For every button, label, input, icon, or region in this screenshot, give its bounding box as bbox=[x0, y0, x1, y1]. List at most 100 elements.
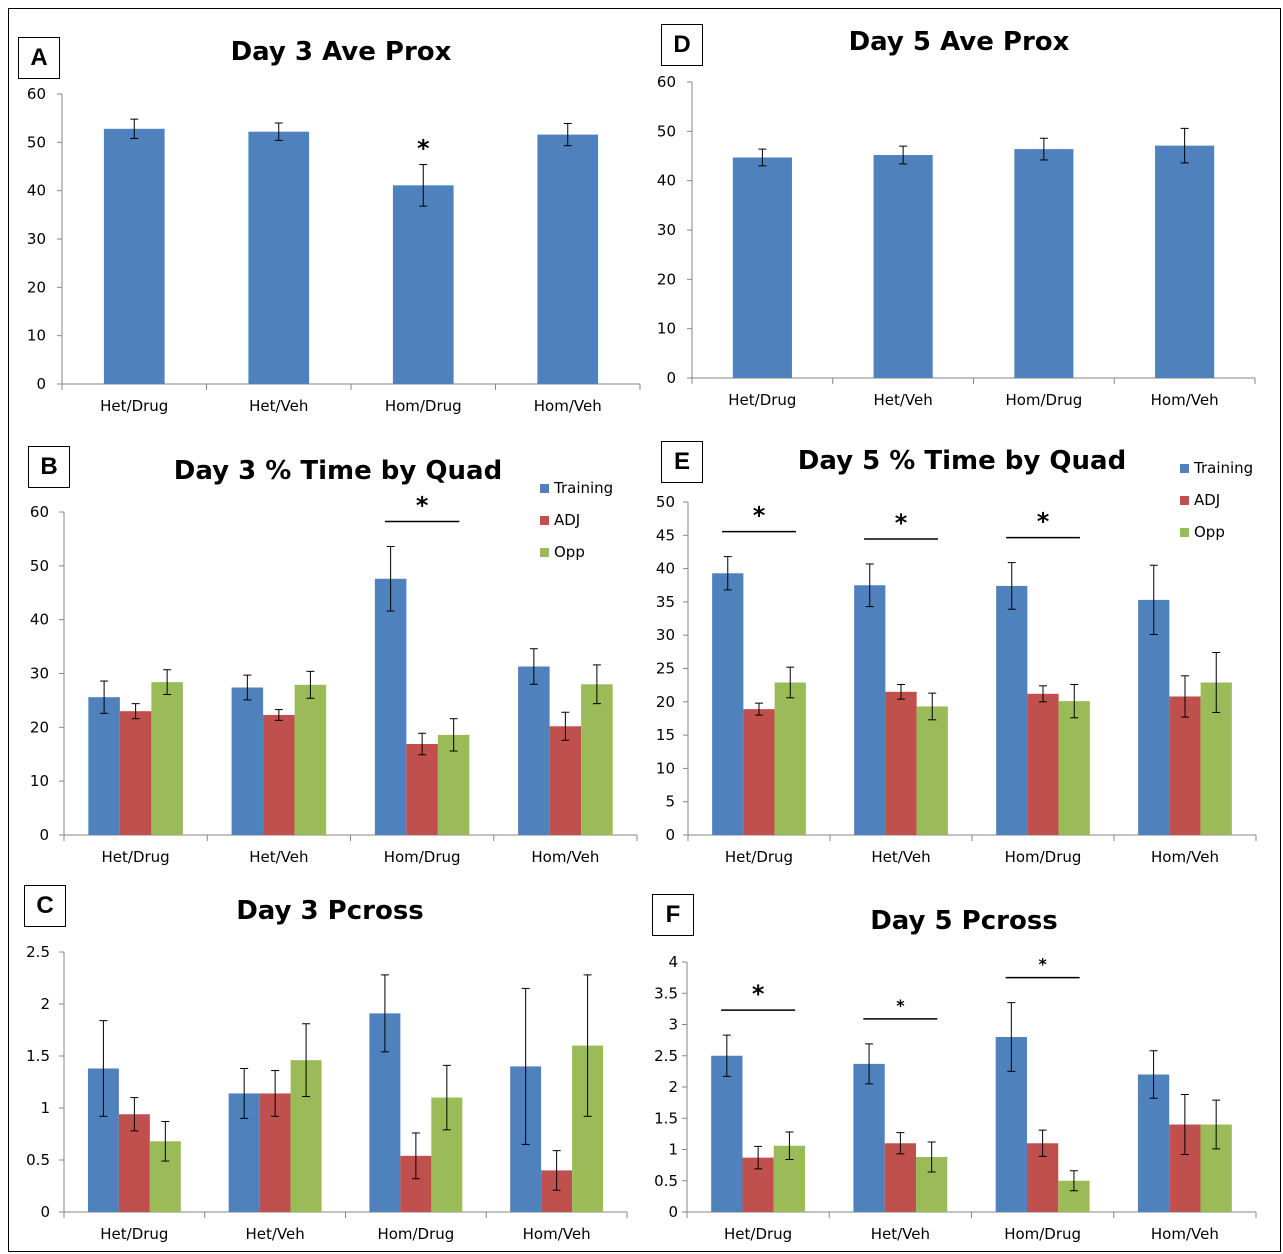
bar bbox=[151, 682, 183, 835]
legend-item-training: Training bbox=[1180, 460, 1253, 476]
bar bbox=[885, 691, 917, 835]
y-tick-label: 0 bbox=[666, 369, 676, 387]
x-tick-label: Het/Drug bbox=[100, 1225, 168, 1243]
y-tick-label: 5 bbox=[665, 793, 675, 811]
x-tick-label: Hom/Drug bbox=[1004, 1225, 1081, 1243]
y-tick-label: 0 bbox=[36, 375, 46, 393]
y-tick-label: 50 bbox=[27, 133, 46, 151]
chart-d: 0 10 20 30 40 50 60 Het/Drug Het/Veh Hom/Drug Hom/… bbox=[657, 73, 1256, 409]
y-tick-label: 0 bbox=[40, 1203, 50, 1221]
y-tick-label: 3.5 bbox=[654, 984, 678, 1002]
y-tick-label: 40 bbox=[656, 560, 675, 578]
bar bbox=[88, 697, 120, 835]
legend-label-opp: Opp bbox=[1194, 523, 1225, 541]
legend-label-training: Training bbox=[554, 479, 614, 497]
y-tick-label: 15 bbox=[656, 726, 675, 744]
bar bbox=[1169, 696, 1201, 835]
bar bbox=[732, 157, 792, 378]
significance-star: * bbox=[752, 980, 765, 1008]
legend-swatch-adj bbox=[540, 516, 549, 525]
y-tick-label: 0 bbox=[665, 826, 675, 844]
significance-star: * bbox=[417, 135, 430, 163]
y-tick-label: 60 bbox=[30, 503, 49, 521]
panel-label-a: A bbox=[18, 37, 60, 79]
chart-title-f: Day 5 Pcross bbox=[870, 906, 1058, 936]
y-tick-label: 10 bbox=[656, 759, 675, 777]
legend-swatch-opp bbox=[540, 548, 549, 557]
x-tick-label: Het/Drug bbox=[100, 397, 168, 415]
bar bbox=[1138, 599, 1170, 835]
y-tick-label: 30 bbox=[27, 230, 46, 248]
panel-f: F Day 5 Pcross 0 0.5 1 1.5 2 2.5 3 3.5 4 Het/Drug… bbox=[640, 880, 1283, 1254]
y-tick-label: 20 bbox=[656, 693, 675, 711]
y-tick-label: 0.5 bbox=[654, 1172, 678, 1190]
y-tick-label: 1 bbox=[668, 1141, 678, 1159]
bar bbox=[854, 585, 886, 835]
significance-star: * bbox=[1038, 955, 1047, 974]
y-tick-label: 35 bbox=[656, 593, 675, 611]
y-tick-label: 20 bbox=[657, 270, 676, 288]
legend-item-training: Training bbox=[540, 480, 613, 496]
legend-swatch-training bbox=[1180, 464, 1189, 473]
panel-d: D Day 5 Ave Prox 0 10 20 30 40 50 60 Het/Drug He… bbox=[640, 0, 1283, 430]
bar bbox=[549, 726, 582, 835]
x-tick-label: Het/Veh bbox=[871, 848, 930, 866]
legend-label-adj: ADJ bbox=[554, 511, 581, 529]
x-tick-label: Het/Veh bbox=[249, 848, 308, 866]
y-tick-label: 0 bbox=[39, 826, 49, 844]
chart-title-c: Day 3 Pcross bbox=[236, 896, 424, 926]
panel-c: C Day 3 Pcross 0 0.5 1 1.5 2 2.5 Het/Drug Het/V… bbox=[0, 880, 640, 1254]
y-tick-label: 1.5 bbox=[654, 1109, 678, 1127]
y-tick-label: 3 bbox=[668, 1016, 678, 1034]
bar bbox=[1014, 149, 1074, 378]
y-tick-label: 50 bbox=[656, 493, 675, 511]
chart-title-b: Day 3 % Time by Quad bbox=[173, 456, 503, 486]
x-tick-label: Het/Veh bbox=[871, 1225, 930, 1243]
bar bbox=[853, 1063, 885, 1212]
bar bbox=[774, 682, 806, 835]
bar bbox=[518, 666, 550, 835]
bar bbox=[916, 706, 948, 835]
legend-item-adj: ADJ bbox=[540, 512, 613, 528]
legend-swatch-opp bbox=[1180, 528, 1189, 537]
legend-b: Training ADJ Opp bbox=[540, 480, 613, 576]
y-tick-label: 2.5 bbox=[26, 943, 50, 961]
x-tick-label: Het/Drug bbox=[102, 848, 170, 866]
legend-label-opp: Opp bbox=[554, 543, 585, 561]
x-tick-label: Hom/Veh bbox=[1151, 1225, 1219, 1243]
chart-b: 0 10 20 30 40 50 60 Het/Drug Het/Veh Hom/Drug Hom/… bbox=[30, 491, 638, 866]
y-tick-label: 2.5 bbox=[654, 1047, 678, 1065]
x-tick-label: Het/Veh bbox=[249, 397, 308, 415]
x-tick-label: Hom/Veh bbox=[531, 848, 599, 866]
x-tick-label: Hom/Drug bbox=[377, 1225, 454, 1243]
x-tick-label: Hom/Drug bbox=[1005, 391, 1082, 409]
x-tick-label: Het/Drug bbox=[724, 1225, 792, 1243]
chart-e: 0 5 10 15 20 25 30 35 40 45 50 Het/Drug Het/Veh Hom/D… bbox=[656, 493, 1257, 866]
bar bbox=[263, 714, 295, 835]
bar bbox=[712, 573, 744, 835]
x-tick-label: Hom/Veh bbox=[523, 1225, 591, 1243]
y-tick-label: 50 bbox=[657, 122, 676, 140]
significance-star: * bbox=[753, 502, 766, 530]
significance-star: * bbox=[1037, 508, 1050, 536]
chart-title-d: Day 5 Ave Prox bbox=[848, 27, 1070, 57]
y-tick-label: 1 bbox=[40, 1099, 50, 1117]
chart-title-a: Day 3 Ave Prox bbox=[230, 37, 452, 67]
panel-b: B Day 3 % Time by Quad 0 10 20 30 40 50 60 Het/… bbox=[0, 430, 640, 880]
y-tick-label: 40 bbox=[30, 611, 49, 629]
panel-e: E Day 5 % Time by Quad 0 5 10 15 20 25 30 35 40 4… bbox=[640, 430, 1283, 880]
y-tick-label: 2 bbox=[40, 995, 50, 1013]
bar bbox=[437, 734, 470, 835]
y-tick-label: 20 bbox=[30, 718, 49, 736]
bar bbox=[406, 744, 438, 835]
y-tick-label: 1.5 bbox=[26, 1047, 50, 1065]
panel-label-b: B bbox=[28, 446, 70, 488]
y-tick-label: 30 bbox=[657, 221, 676, 239]
panel-label-d: D bbox=[661, 24, 703, 66]
x-tick-label: Hom/Drug bbox=[385, 397, 462, 415]
bar bbox=[1155, 145, 1215, 378]
legend-item-adj: ADJ bbox=[1180, 492, 1253, 508]
legend-item-opp: Opp bbox=[1180, 524, 1253, 540]
x-tick-label: Het/Veh bbox=[873, 391, 932, 409]
bar bbox=[294, 684, 327, 835]
